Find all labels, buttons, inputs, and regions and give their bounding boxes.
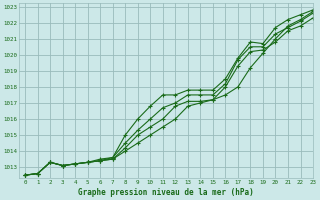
X-axis label: Graphe pression niveau de la mer (hPa): Graphe pression niveau de la mer (hPa) — [78, 188, 254, 197]
